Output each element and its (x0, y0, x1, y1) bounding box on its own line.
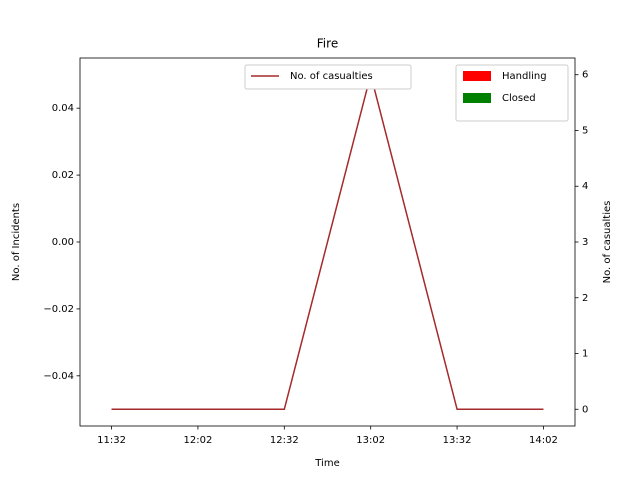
y-tick-label: −0.02 (43, 304, 74, 315)
x-tick-label: 11:32 (97, 435, 126, 446)
legend-label: Closed (502, 93, 536, 104)
legend-swatch (463, 71, 491, 81)
line (111, 71, 544, 411)
x-tick-label: 12:02 (184, 435, 213, 446)
x-tick-label: 12:32 (270, 435, 299, 446)
y2-tick-label: 6 (582, 70, 588, 81)
y2-axis-label: No. of casualties (602, 201, 613, 284)
chart-title: Fire (317, 37, 338, 51)
y-tick-label: −0.04 (43, 371, 74, 382)
y-tick-label: 0.00 (52, 237, 74, 248)
y2-tick-label: 5 (582, 125, 588, 136)
x-tick-label: 13:32 (443, 435, 472, 446)
y-tick-label: 0.04 (52, 103, 74, 114)
legend-swatch (463, 93, 491, 103)
y-axis-label: No. of Incidents (11, 203, 22, 281)
x-tick-label: 14:02 (529, 435, 558, 446)
legend-label: No. of casualties (290, 71, 373, 82)
y-tick-label: 0.02 (52, 170, 74, 181)
y2-tick-label: 0 (582, 404, 588, 415)
y2-tick-label: 3 (582, 237, 588, 248)
y2-tick-label: 1 (582, 349, 588, 360)
line-legend (244, 64, 412, 90)
plot-frame (79, 57, 576, 427)
x-tick-label: 13:02 (356, 435, 385, 446)
legend-label: Handling (502, 71, 547, 82)
x-axis-label: Time (314, 458, 339, 469)
y2-tick-label: 4 (582, 181, 588, 192)
y2-tick-label: 2 (582, 293, 588, 304)
